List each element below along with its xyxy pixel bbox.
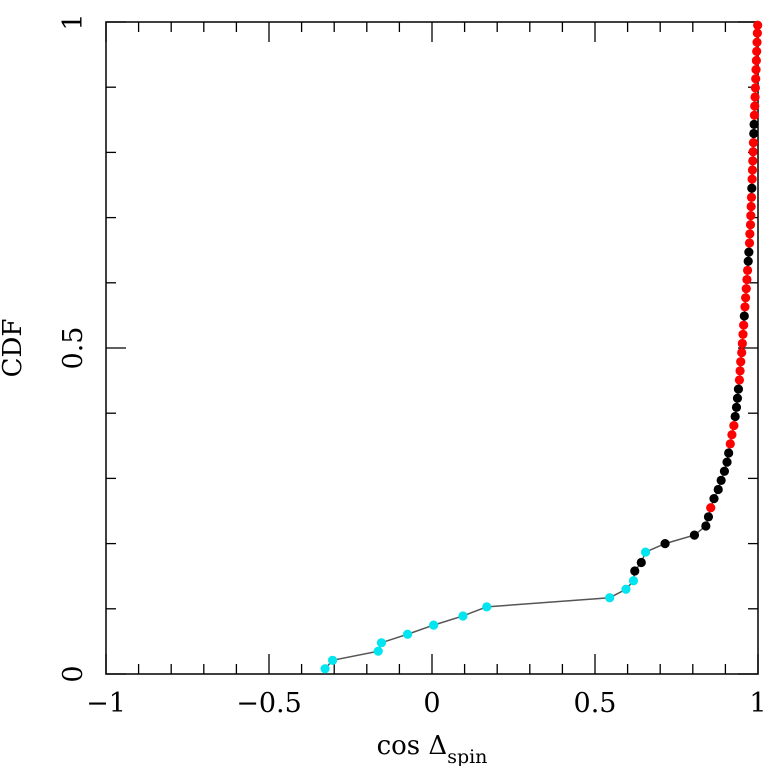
data-point	[713, 484, 723, 495]
data-point	[640, 547, 651, 557]
data-point	[660, 539, 670, 549]
data-point	[752, 37, 762, 47]
data-point	[744, 247, 754, 257]
data-point	[621, 584, 631, 594]
data-point	[748, 138, 759, 148]
data-point	[458, 611, 468, 621]
data-point	[744, 238, 755, 248]
data-point	[749, 119, 759, 129]
data-point	[739, 320, 749, 330]
data-point	[741, 284, 751, 294]
data-point	[742, 274, 752, 285]
data-point	[703, 512, 714, 522]
data-point	[709, 494, 719, 504]
y-tick-label: 0	[58, 665, 89, 682]
x-tick-label: −0.5	[236, 688, 302, 719]
data-point	[636, 557, 646, 568]
data-point	[749, 110, 760, 120]
data-point	[733, 384, 744, 394]
data-point	[729, 420, 739, 431]
data-point	[706, 503, 716, 513]
axis-ticks	[105, 21, 759, 675]
data-point	[751, 55, 761, 66]
data-point	[730, 411, 740, 422]
data-point	[736, 357, 746, 367]
x-tick-label: 1	[749, 688, 766, 719]
y-tick-labels: 00.51	[58, 13, 89, 682]
data-point	[628, 576, 639, 586]
data-point	[751, 74, 761, 84]
data-point	[748, 147, 758, 157]
y-axis-label: CDF	[0, 319, 28, 378]
data-point	[735, 366, 745, 376]
data-point	[746, 211, 756, 221]
data-point	[745, 229, 755, 239]
y-tick-label: 0.5	[58, 327, 89, 370]
data-point	[722, 457, 732, 467]
data-point	[724, 448, 734, 458]
data-point	[732, 393, 743, 403]
data-point	[320, 664, 330, 674]
data-point	[748, 156, 758, 166]
x-tick-label: 0	[423, 688, 440, 719]
x-axis-label-main: cos Δ	[377, 731, 448, 761]
data-point	[327, 655, 338, 665]
data-point	[701, 521, 711, 531]
data-point	[747, 183, 757, 193]
x-tick-labels: −1 −0.5 0 0.5 1	[86, 688, 767, 719]
x-tick-label: −1	[86, 688, 126, 719]
data-point	[742, 265, 753, 276]
data-point	[753, 20, 763, 30]
data-point	[747, 174, 757, 184]
data-point	[746, 192, 757, 202]
data-point	[743, 256, 753, 266]
x-tick-label: 0.5	[574, 688, 617, 719]
data-point	[376, 638, 387, 648]
data-points	[320, 20, 763, 674]
data-point	[747, 165, 758, 175]
data-point	[750, 92, 760, 102]
cdf-line	[324, 25, 759, 670]
data-point	[737, 347, 747, 358]
x-axis-label-sub: spin	[447, 746, 487, 766]
y-tick-label: 1	[58, 13, 89, 30]
data-point	[752, 46, 762, 56]
data-point	[719, 466, 730, 476]
data-point	[739, 311, 749, 321]
data-point	[740, 302, 750, 312]
data-point	[402, 629, 413, 639]
data-point	[373, 646, 383, 656]
data-point	[738, 329, 748, 339]
data-point	[429, 620, 439, 630]
data-point	[605, 593, 615, 603]
plot-frame	[105, 21, 759, 675]
data-point	[741, 293, 751, 303]
data-point	[751, 65, 761, 75]
data-point	[750, 83, 760, 93]
data-point	[482, 602, 492, 612]
data-point	[746, 201, 756, 212]
data-point	[716, 475, 726, 485]
data-point	[745, 220, 756, 230]
data-point	[727, 430, 737, 440]
data-point	[734, 375, 745, 385]
data-point	[750, 101, 760, 111]
data-point	[752, 28, 762, 38]
data-point	[630, 566, 640, 576]
data-point	[689, 530, 700, 540]
data-point	[737, 338, 747, 349]
data-point	[749, 128, 759, 139]
data-point	[731, 402, 742, 412]
x-axis-label: cos Δspin	[377, 731, 488, 766]
data-point	[725, 439, 735, 449]
